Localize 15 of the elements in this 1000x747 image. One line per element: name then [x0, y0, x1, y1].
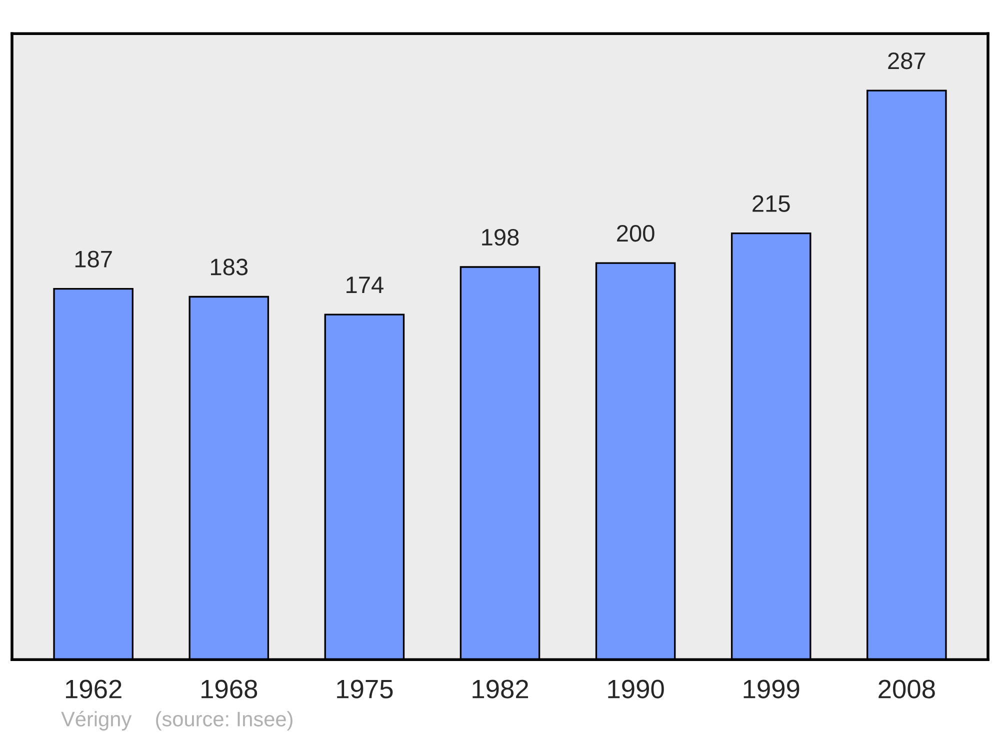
x-tick-label: 2008 — [878, 680, 935, 698]
data-label: 215 — [752, 195, 790, 212]
data-label: 198 — [482, 228, 519, 246]
x-tick-label: 1990 — [608, 680, 664, 698]
x-tick-label: 1975 — [337, 680, 393, 698]
data-label: 174 — [346, 276, 384, 294]
x-tick-label: 1982 — [472, 680, 528, 698]
data-label: 287 — [888, 52, 926, 70]
x-tick-label: 1999 — [744, 680, 800, 698]
x-tick-label: 1968 — [202, 680, 258, 698]
x-tick-label: 1962 — [66, 680, 122, 698]
text: Vérigny (source: Insee) — [61, 710, 292, 731]
data-label: 187 — [75, 250, 112, 268]
data-label: 183 — [210, 258, 248, 276]
data-label: 200 — [617, 224, 654, 242]
